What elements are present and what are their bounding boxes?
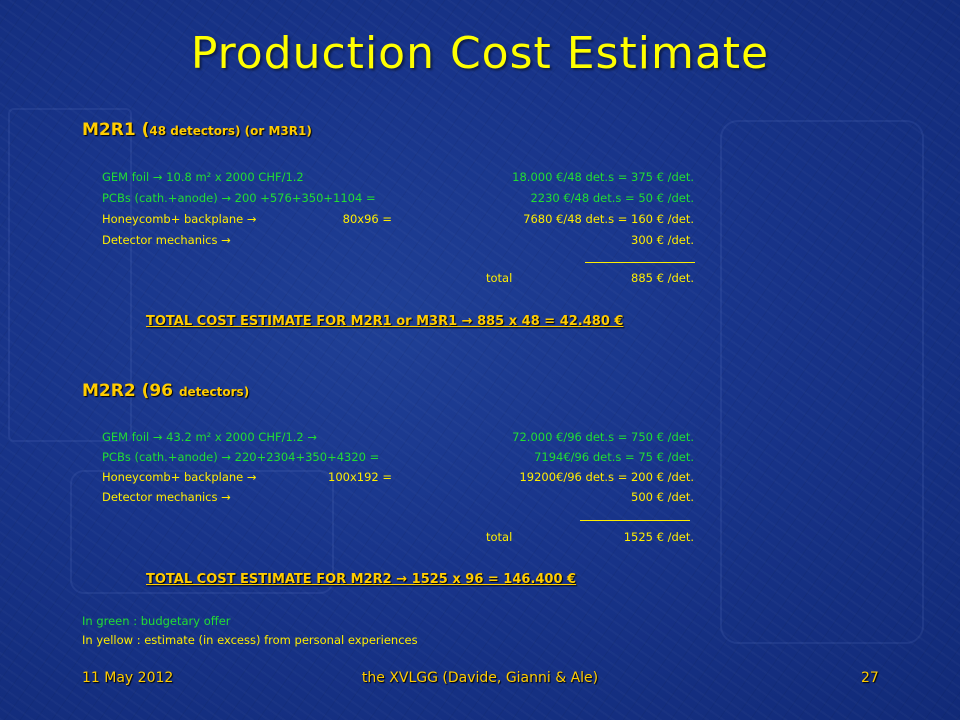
section-heading-m2r2: M2R2 (96 detectors) — [82, 381, 249, 401]
legend-green: In green : budgetary offer — [82, 614, 231, 628]
background-pcb-shape — [720, 120, 924, 644]
cost-row-label: Detector mechanics → — [102, 490, 231, 504]
total-value: 885 € /det. — [631, 271, 694, 285]
cost-row-label: GEM foil → 10.8 m² x 2000 CHF/1.2 — [102, 170, 304, 184]
cost-row-value: 2230 €/48 det.s = 50 € /det. — [530, 191, 694, 205]
grand-total-m2r1: TOTAL COST ESTIMATE FOR M2R1 or M3R1 → 8… — [146, 314, 624, 329]
footer-date: 11 May 2012 — [82, 670, 174, 686]
cost-row-formula: 100x192 = — [328, 470, 392, 484]
cost-row-label: GEM foil → 43.2 m² x 2000 CHF/1.2 → — [102, 430, 318, 444]
cost-row-value: 300 € /det. — [631, 233, 694, 247]
cost-row-label: PCBs (cath.+anode) → 220+2304+350+4320 = — [102, 450, 380, 464]
cost-row-value: 500 € /det. — [631, 490, 694, 504]
cost-row-label: Detector mechanics → — [102, 233, 231, 247]
sum-rule — [585, 262, 695, 263]
heading-main: M2R1 ( — [82, 120, 150, 140]
cost-row-label: Honeycomb+ backplane → — [102, 212, 257, 226]
cost-row-label: Honeycomb+ backplane → — [102, 470, 257, 484]
cost-row-value: 72.000 €/96 det.s = 750 € /det. — [512, 430, 694, 444]
legend-yellow: In yellow : estimate (in excess) from pe… — [82, 633, 418, 647]
cost-row-value: 7680 €/48 det.s = 160 € /det. — [523, 212, 694, 226]
heading-detail: 48 detectors) (or M3R1) — [149, 124, 312, 138]
page-title: Production Cost Estimate — [190, 28, 770, 79]
cost-row-value: 18.000 €/48 det.s = 375 € /det. — [512, 170, 694, 184]
total-label: total — [486, 271, 513, 285]
cost-row-formula: 80x96 = — [342, 212, 392, 226]
cost-row-label: PCBs (cath.+anode) → 200 +576+350+1104 = — [102, 191, 376, 205]
total-label: total — [486, 530, 513, 544]
grand-total-m2r2: TOTAL COST ESTIMATE FOR M2R2 → 1525 x 96… — [146, 572, 577, 587]
cost-row-value: 19200€/96 det.s = 200 € /det. — [519, 470, 694, 484]
heading-main: M2R2 (96 — [82, 381, 179, 401]
page-number: 27 — [861, 670, 879, 686]
heading-detail: detectors) — [178, 385, 250, 399]
cost-row-value: 7194€/96 det.s = 75 € /det. — [534, 450, 694, 464]
total-value: 1525 € /det. — [623, 530, 694, 544]
footer-authors: the XVLGG (Davide, Gianni & Ale) — [361, 670, 599, 686]
section-heading-m2r1: M2R1 (48 detectors) (or M3R1) — [82, 120, 312, 140]
sum-rule — [580, 520, 690, 521]
